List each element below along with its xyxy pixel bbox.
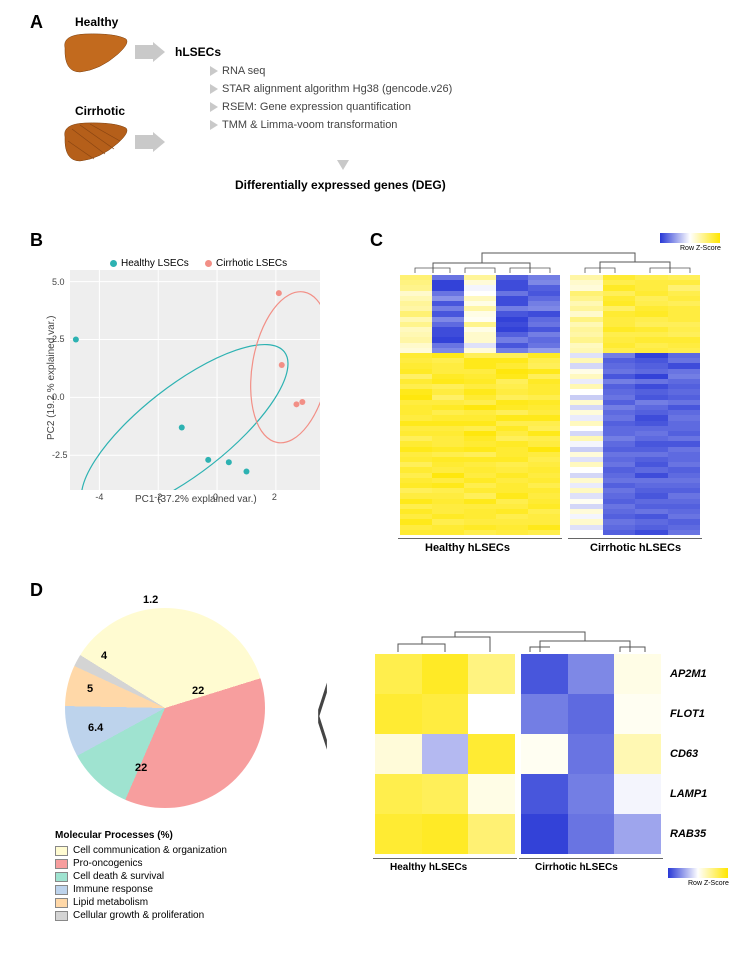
heatmap-c-healthy — [400, 275, 560, 535]
arrow-icon — [135, 132, 165, 152]
pie-val-3: 5 — [87, 683, 93, 695]
gene-label: RAB35 — [670, 828, 706, 840]
legend-row: Lipid metabolism — [55, 897, 227, 908]
pie-chart — [65, 608, 265, 808]
step-arrow-icon — [210, 120, 218, 130]
legend-row: Immune response — [55, 884, 227, 895]
heatmap-d-healthy — [375, 654, 515, 854]
hm-c-label2: Cirrhotic hLSECs — [590, 542, 681, 554]
gene-label: FLOT1 — [670, 708, 705, 720]
healthy-label: Healthy — [75, 15, 118, 29]
panel-b-label: B — [30, 230, 43, 251]
legend-swatch-icon — [55, 898, 68, 908]
legend-swatch-icon — [55, 859, 68, 869]
liver-healthy-icon — [60, 30, 130, 75]
legend-row: Pro-oncogenics — [55, 858, 227, 869]
legend-swatch-icon — [55, 885, 68, 895]
legend-dot-icon — [110, 260, 117, 267]
bracket-icon: < — [317, 639, 328, 791]
arrow-icon — [135, 42, 165, 62]
gene-label: LAMP1 — [670, 788, 707, 800]
colorbar-c — [660, 233, 720, 243]
pie-val-2: 6.4 — [88, 722, 103, 734]
cirrhotic-label: Cirrhotic — [75, 104, 125, 118]
pie-val-0: 22 — [192, 685, 204, 697]
deg-result: Differentially expressed genes (DEG) — [235, 178, 446, 192]
hm-c-label1: Healthy hLSECs — [425, 542, 510, 554]
legend-row: Cell death & survival — [55, 871, 227, 882]
workflow-steps: RNA seq STAR alignment algorithm Hg38 (g… — [210, 65, 452, 137]
step-arrow-icon — [210, 84, 218, 94]
colorbar-d-label: Row Z-Score — [688, 880, 729, 887]
pie-val-5: 1.2 — [143, 594, 158, 606]
panel-a-label: A — [30, 12, 43, 33]
heatmap-c-cirrhotic — [570, 275, 700, 535]
pie-val-4: 4 — [101, 650, 107, 662]
hm-d-label2: Cirrhotic hLSECs — [535, 862, 618, 873]
pie-val-1: 22 — [135, 762, 147, 774]
heatmap-d-cirrhotic — [521, 654, 661, 854]
legend-dot-icon — [205, 260, 212, 267]
gene-label: CD63 — [670, 748, 698, 760]
legend-row: Cellular growth & proliferation — [55, 910, 227, 921]
legend-healthy: Healthy LSECs — [110, 258, 189, 269]
step-arrow-icon — [210, 102, 218, 112]
hlsecs-label: hLSECs — [175, 45, 221, 59]
legend-row: Cell communication & organization — [55, 845, 227, 856]
colorbar-d — [668, 868, 728, 878]
hm-underline — [519, 858, 663, 859]
panel-d-label: D — [30, 580, 43, 601]
hm-underline — [568, 538, 702, 539]
liver-cirrhotic-icon — [60, 119, 130, 164]
hm-underline — [373, 858, 517, 859]
legend-swatch-icon — [55, 911, 68, 921]
dendrogram-d-icon — [375, 630, 655, 652]
panel-c-label: C — [370, 230, 383, 251]
hm-d-label1: Healthy hLSECs — [390, 862, 467, 873]
hm-underline — [398, 538, 562, 539]
legend-cirrhotic: Cirrhotic LSECs — [205, 258, 287, 269]
down-arrow-icon — [337, 160, 349, 170]
legend-d: Molecular Processes (%) Cell communicati… — [55, 830, 227, 923]
dendrogram-icon — [400, 248, 700, 273]
legend-swatch-icon — [55, 846, 68, 856]
gene-label: AP2M1 — [670, 668, 707, 680]
pca-scatter — [70, 270, 320, 490]
legend-swatch-icon — [55, 872, 68, 882]
step-arrow-icon — [210, 66, 218, 76]
